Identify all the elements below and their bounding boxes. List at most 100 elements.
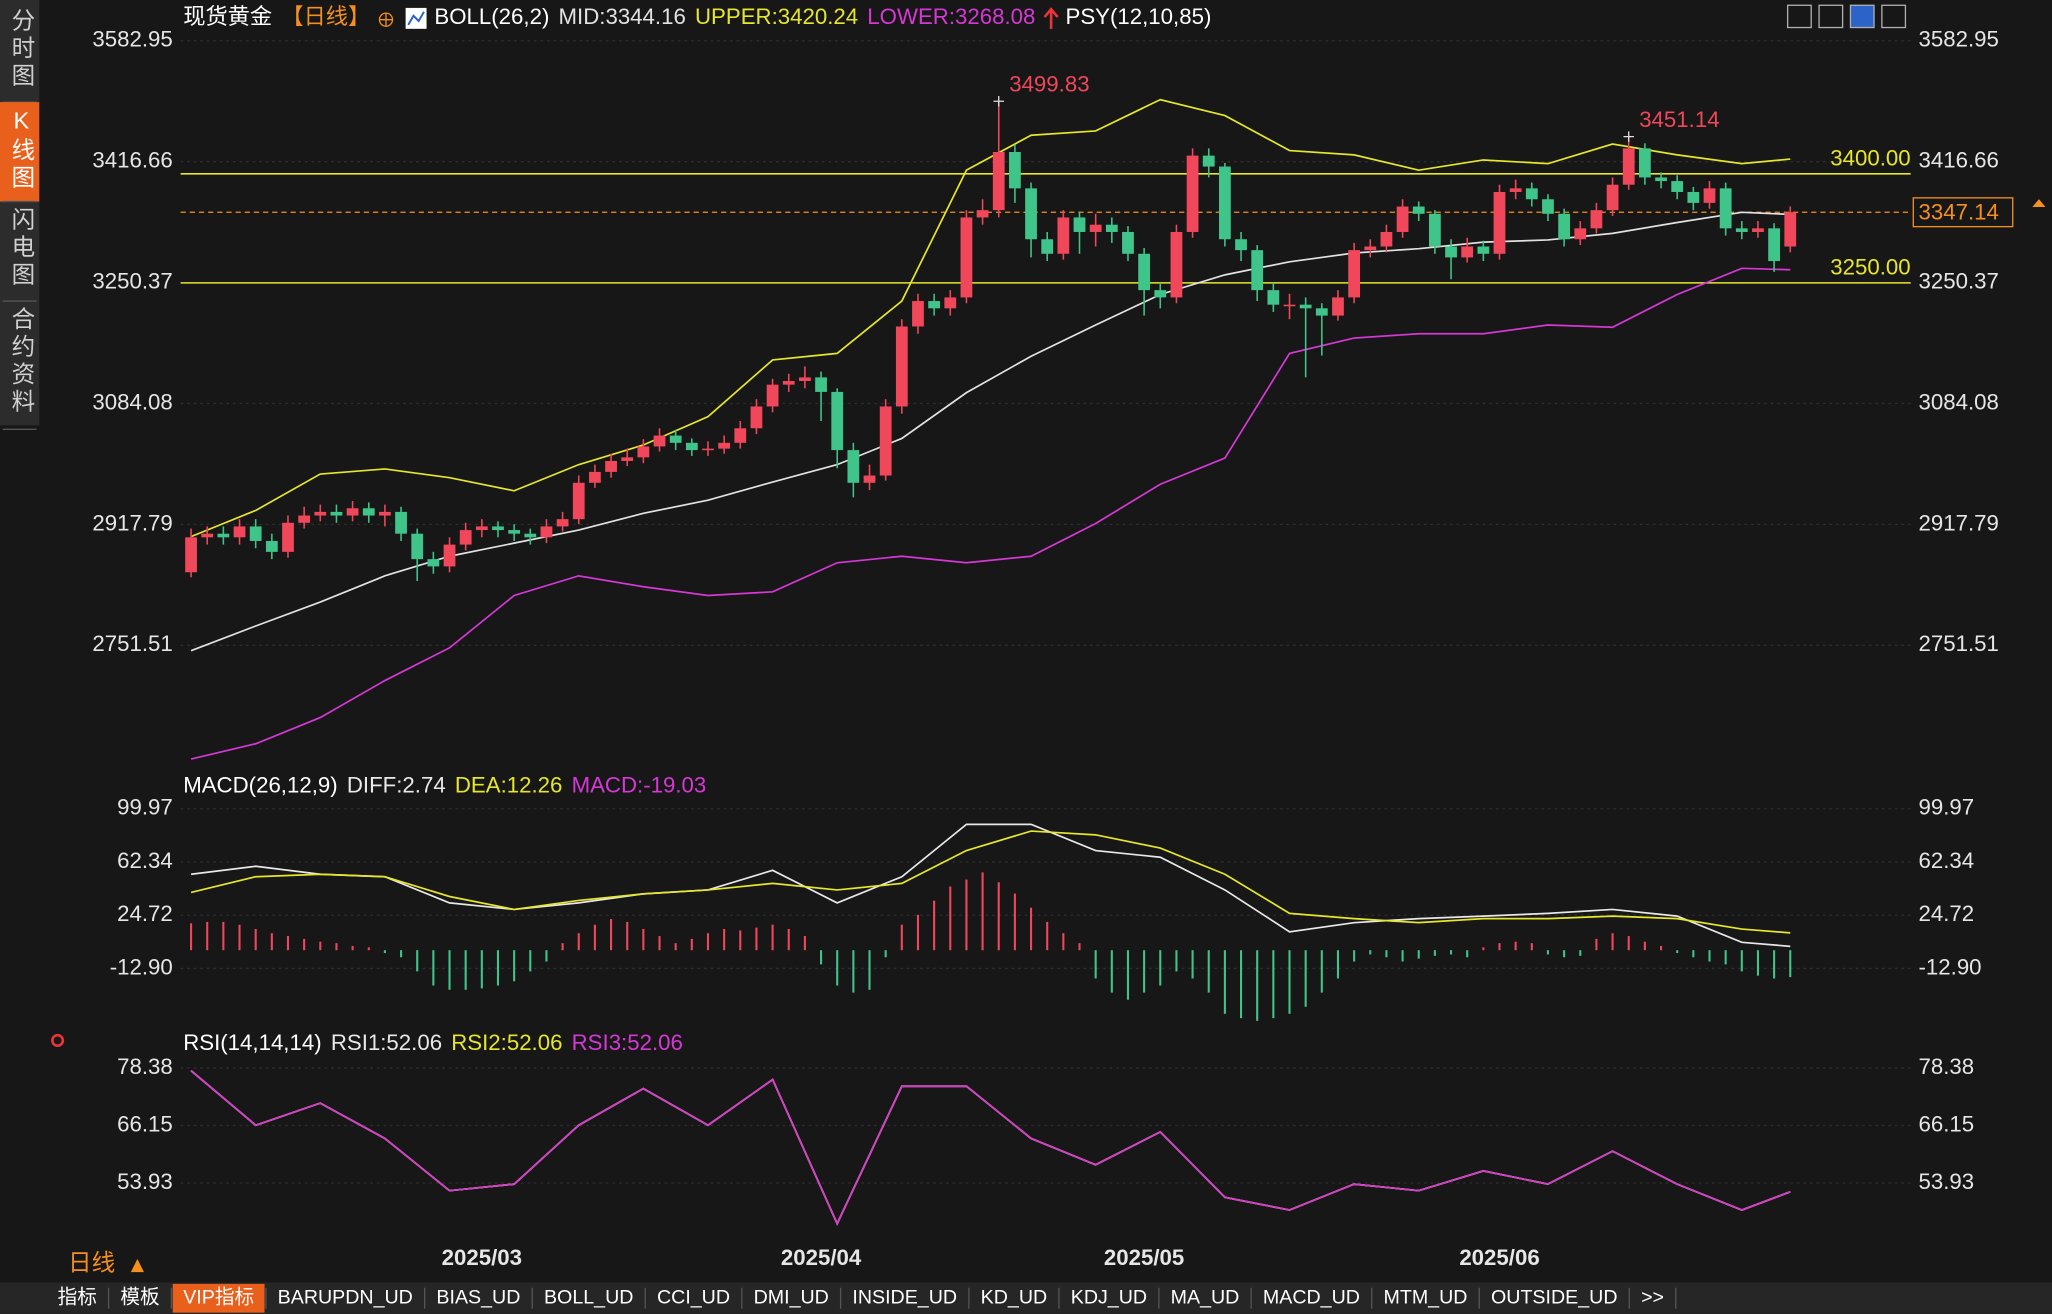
level-label: 3250.00 <box>1830 254 1910 279</box>
sidebar-tab[interactable]: K线图 <box>8 107 34 192</box>
y-tick-label: 24.72 <box>117 901 173 926</box>
y-tick-label-right: 66.15 <box>1919 1111 1975 1136</box>
legend-entry: RSI3:52.06 <box>572 1030 683 1055</box>
sidebar-tab[interactable]: 闪电图 <box>8 207 34 290</box>
tool-icon[interactable] <box>1786 4 1812 29</box>
candle-body <box>1202 155 1215 167</box>
tab[interactable]: 模板 <box>120 1286 159 1308</box>
candle-body <box>1154 290 1167 298</box>
candle-body <box>1057 217 1070 254</box>
candle-body <box>1009 151 1021 189</box>
candle-body <box>1445 246 1457 258</box>
tab[interactable]: OUTSIDE_UD <box>1491 1286 1617 1308</box>
candle-body <box>572 482 585 520</box>
tab[interactable]: INSIDE_UD <box>852 1286 957 1308</box>
rsi-marker <box>51 1033 65 1047</box>
tab[interactable]: >> <box>1641 1286 1664 1308</box>
high-marker <box>993 95 1004 107</box>
tool-icon[interactable] <box>1849 4 1875 29</box>
candle-body <box>1622 148 1635 185</box>
tab[interactable]: BARUPDN_UD <box>278 1286 413 1308</box>
candle-body <box>1752 228 1764 232</box>
y-tick-label: 3416.66 <box>92 148 172 173</box>
candle-body <box>492 526 504 531</box>
tab[interactable]: DMI_UD <box>754 1286 829 1308</box>
y-tick-label: 3084.08 <box>92 389 172 414</box>
candle-body <box>1283 304 1296 307</box>
tab[interactable]: MACD_UD <box>1263 1286 1360 1308</box>
candle-body <box>201 533 214 538</box>
tool-icon[interactable] <box>1818 4 1844 29</box>
tab[interactable]: MA_UD <box>1171 1286 1240 1308</box>
tab[interactable]: KDJ_UD <box>1071 1286 1147 1308</box>
level-label: 3400.00 <box>1830 145 1910 170</box>
indicator-line <box>190 211 1791 652</box>
candle-body <box>1655 177 1667 182</box>
candle-body <box>233 526 246 538</box>
indicator-line <box>190 830 1791 934</box>
period-button[interactable]: 日线 <box>68 1249 115 1275</box>
candle-body <box>1299 304 1312 309</box>
x-tick-label: 2025/03 <box>442 1245 522 1270</box>
tab[interactable]: CCI_UD <box>657 1286 730 1308</box>
sidebar-tab[interactable]: 分时图 <box>8 8 34 91</box>
candle-body <box>669 435 682 443</box>
tab[interactable]: 指标 <box>58 1286 97 1308</box>
candle-body <box>1477 246 1490 254</box>
candle-body <box>847 450 860 483</box>
tab-background <box>172 1283 265 1313</box>
candle-body <box>1267 290 1280 305</box>
tab[interactable]: BIAS_UD <box>436 1286 520 1308</box>
candle-body <box>976 210 989 218</box>
sidebar-tab-active <box>0 102 40 202</box>
candle-body <box>314 511 327 516</box>
tab[interactable]: KD_UD <box>981 1286 1048 1308</box>
tab[interactable]: BOLL_UD <box>544 1286 633 1308</box>
tool-icon[interactable] <box>1881 4 1907 29</box>
y-tick-label-right: 99.97 <box>1919 795 1975 820</box>
indicator-title: PSY(12,10,85) <box>1066 4 1212 29</box>
tab[interactable]: VIP指标 <box>183 1286 254 1308</box>
candle-body <box>1186 155 1199 232</box>
candle-body <box>621 457 634 461</box>
candle-body <box>637 446 650 458</box>
candle-body <box>992 151 1005 211</box>
candle-body <box>1558 213 1571 240</box>
chart-title: 现货黄金 <box>183 4 272 29</box>
candle-body <box>815 377 827 392</box>
x-tick-label: 2025/04 <box>781 1245 862 1270</box>
tab[interactable]: MTM_UD <box>1383 1286 1467 1308</box>
candle-body <box>895 326 908 407</box>
y-tick-label-right: 3250.37 <box>1919 268 1999 293</box>
y-tick-label-right: 62.34 <box>1919 848 1975 873</box>
sidebar <box>0 0 40 426</box>
add-icon-cross <box>379 13 393 27</box>
candle-body <box>1784 212 1797 247</box>
x-tick-label: 2025/06 <box>1459 1245 1539 1270</box>
candle-body <box>718 442 731 449</box>
candle-body <box>1315 308 1328 316</box>
y-tick-label-right: -12.90 <box>1919 954 1982 979</box>
candle-body <box>459 530 472 545</box>
candle-body <box>1364 246 1377 251</box>
indicator-title: BOLL(26,2) <box>434 4 549 29</box>
sidebar-tab[interactable]: 合约资料 <box>8 306 35 416</box>
y-tick-label-right: 3084.08 <box>1919 389 1999 414</box>
legend-entry: RSI2:52.06 <box>451 1030 562 1055</box>
candle-body <box>685 442 698 451</box>
indicator-line <box>190 267 1791 760</box>
candle-body <box>653 435 666 447</box>
y-tick-label: 78.38 <box>117 1054 173 1079</box>
candle-body <box>298 515 311 523</box>
indicator-icon-line <box>407 11 425 26</box>
y-tick-label: 2917.79 <box>92 510 172 535</box>
candle-body <box>1380 231 1393 247</box>
legend-entry: MID:3344.16 <box>559 4 686 29</box>
candle-body <box>1396 206 1409 232</box>
candle-body <box>1590 210 1603 229</box>
y-tick-label: 66.15 <box>117 1111 173 1136</box>
high-marker <box>1623 131 1634 142</box>
y-tick-label-right: 2917.79 <box>1919 510 1999 535</box>
candle-body <box>1703 188 1716 203</box>
candle-body <box>960 217 973 298</box>
